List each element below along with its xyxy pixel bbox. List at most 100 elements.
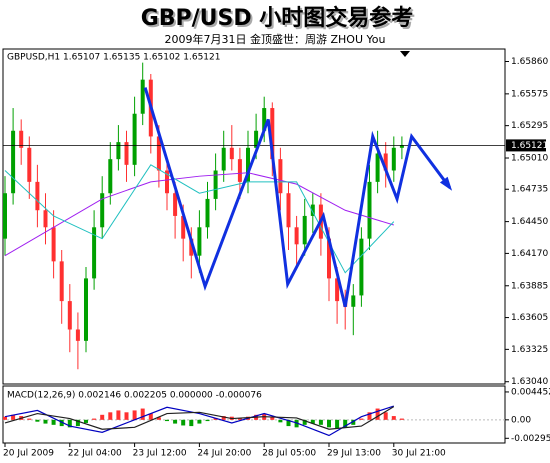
macd-bar (318, 419, 323, 425)
candle-body (59, 261, 64, 302)
y-tick-label: 1.64170 (511, 249, 548, 259)
macd-bar (43, 419, 48, 424)
macd-bar (383, 412, 388, 420)
candle-body (399, 145, 404, 148)
candle-body (108, 159, 113, 194)
macd-bar (270, 417, 275, 420)
macd-y-tick-label: 0.00 (511, 415, 531, 425)
candle-body (205, 198, 210, 228)
macd-bar (359, 418, 364, 420)
macd-bar (124, 412, 129, 420)
macd-bar (327, 419, 331, 428)
candle-body (229, 147, 234, 160)
candle-body (132, 113, 137, 165)
x-tick-label: 30 Jul 21:00 (392, 449, 446, 459)
candle-body (3, 193, 7, 239)
y-tick-label: 1.63325 (511, 345, 548, 355)
macd-bar (132, 410, 137, 420)
candle-body (351, 295, 356, 307)
macd-y-tick-label: 0.004452 (511, 387, 550, 397)
last-price-label: 1.65121 (511, 141, 548, 151)
macd-bar (213, 417, 218, 420)
y-tick-label: 1.64735 (511, 185, 548, 195)
macd-bar (100, 414, 105, 420)
signal-line (4, 406, 395, 430)
candle-body (278, 159, 283, 194)
macd-bar (35, 419, 40, 422)
macd-bar (286, 419, 291, 427)
macd-bar (84, 419, 88, 423)
candle-body (327, 238, 331, 279)
y-tick-label: 1.65575 (511, 89, 548, 99)
candle-body (294, 227, 299, 245)
macd-bar (221, 416, 226, 420)
candle-body (189, 238, 194, 256)
candle-body (51, 227, 56, 262)
macd-line (4, 405, 394, 437)
candle-body (181, 215, 186, 239)
candle-body (335, 278, 340, 302)
macd-bar (399, 418, 404, 420)
moving-average (4, 172, 394, 257)
candle-body (237, 159, 242, 182)
candle-body (383, 153, 388, 171)
zigzag-arrowhead (439, 176, 453, 191)
macd-bar (351, 419, 356, 425)
macd-bar (11, 414, 16, 420)
candle-body (19, 130, 24, 148)
macd-bar (278, 419, 283, 423)
macd-bar (75, 419, 80, 427)
candle-body (246, 147, 250, 182)
candle-body (156, 136, 161, 171)
zigzag-annotation (143, 87, 451, 308)
macd-bar (310, 419, 315, 424)
macd-bar (302, 419, 307, 425)
x-tick-label: 29 Jul 13:00 (327, 449, 381, 459)
candle-body (75, 329, 80, 341)
macd-bar (205, 419, 210, 422)
title-shadow: GBP/USD 小时图交易参考 (143, 7, 416, 33)
candle-body (92, 227, 97, 279)
x-tick-label: 28 Jul 05:00 (262, 449, 316, 459)
candle-body (67, 301, 72, 330)
candle-body (140, 79, 145, 114)
candle-body (84, 278, 88, 341)
last-price-box (506, 139, 546, 152)
shift-marker (400, 51, 410, 57)
x-tick-label: 22 Jul 04:00 (68, 449, 122, 459)
candle-body (302, 215, 307, 245)
candle-body (359, 238, 364, 296)
macd-panel (2, 385, 506, 444)
candle-body (367, 181, 372, 239)
macd-bar (197, 419, 202, 424)
candle-body (221, 147, 226, 171)
macd-bar (156, 417, 161, 420)
y-tick-label: 1.63040 (511, 377, 548, 387)
candle-body (124, 142, 129, 165)
macd-bar (140, 408, 145, 420)
y-tick-label: 1.64450 (511, 217, 548, 227)
macd-bar (237, 417, 242, 420)
macd-bar (189, 419, 194, 427)
chart-title: GBP/USD 小时图交易参考 (141, 5, 414, 31)
macd-bar (367, 412, 372, 420)
candle-body (116, 142, 121, 160)
macd-bar (92, 418, 97, 420)
candle-body (270, 108, 275, 160)
macd-bar (148, 413, 153, 420)
candle-body (165, 170, 169, 194)
candle-body (100, 193, 105, 228)
candle-body (286, 193, 291, 228)
macd-bar (3, 416, 7, 420)
macd-bar (165, 419, 169, 422)
x-tick-label: 23 Jul 12:00 (133, 449, 187, 459)
macd-bar (27, 418, 32, 420)
macd-bar (59, 419, 64, 427)
candle-body (213, 170, 218, 199)
y-tick-label: 1.65295 (511, 121, 548, 131)
macd-bar (181, 419, 186, 426)
y-tick-label: 1.63605 (511, 313, 548, 323)
candle-body (375, 153, 380, 182)
x-tick-label: 24 Jul 20:00 (197, 449, 251, 459)
